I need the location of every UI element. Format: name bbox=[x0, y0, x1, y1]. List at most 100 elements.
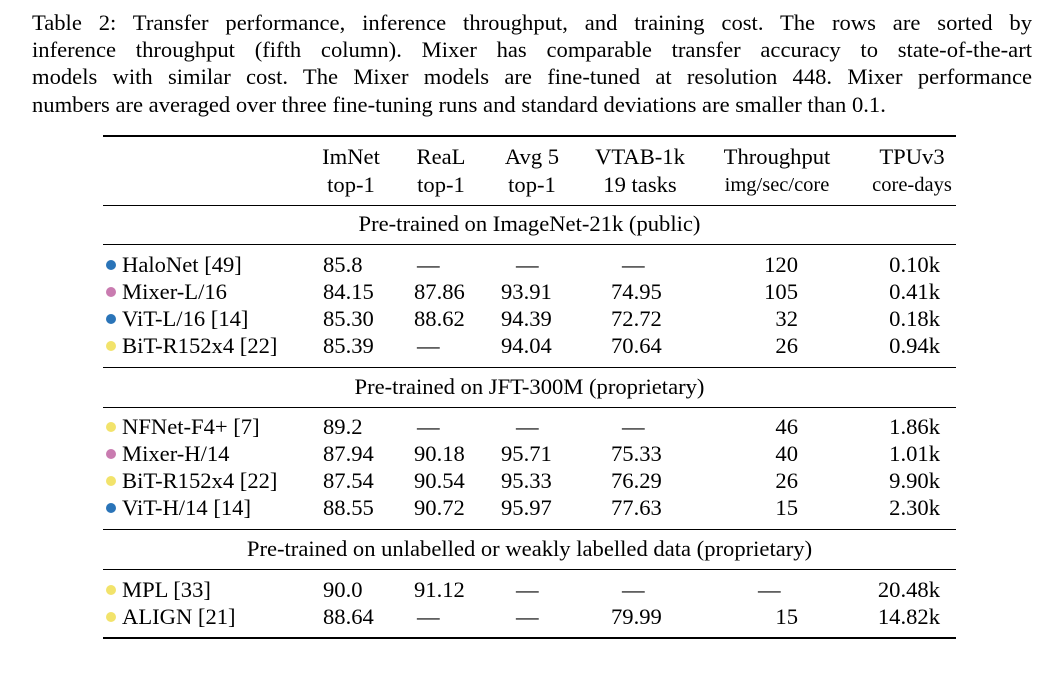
bottom-rule bbox=[103, 637, 956, 639]
caption-line: models with similar cost. The Mixer mode… bbox=[32, 64, 1032, 90]
dot-yellow-icon bbox=[106, 585, 116, 595]
column-header-real: ReaL top-1 bbox=[410, 143, 472, 199]
header-line: Throughput bbox=[723, 144, 831, 169]
model-name: ALIGN [21] bbox=[122, 604, 236, 629]
caption-line: inference throughput (fifth column). Mix… bbox=[32, 37, 1032, 63]
model-name: MPL [33] bbox=[122, 577, 211, 602]
table-cell: 85.8 bbox=[323, 252, 363, 277]
header-line: Avg 5 bbox=[504, 144, 560, 169]
dot-blue-icon bbox=[106, 314, 116, 324]
table-row-model: ViT-L/16 [14] bbox=[106, 306, 248, 332]
table-cell: 85.39 bbox=[323, 333, 374, 358]
table-cell: 46 bbox=[775, 414, 798, 439]
table-cell: 87.54 bbox=[323, 468, 374, 493]
table-cell: 15 bbox=[775, 495, 798, 520]
header-line: VTAB-1k bbox=[595, 144, 685, 169]
table-row-model: Mixer-L/16 bbox=[106, 279, 227, 305]
table-cell: 72.72 bbox=[611, 306, 662, 331]
table-cell: 15 bbox=[775, 604, 798, 629]
table-cell: — bbox=[417, 604, 440, 629]
table-cell: 120 bbox=[764, 252, 798, 277]
table-cell: 1.86k bbox=[889, 414, 940, 439]
model-name: ViT-H/14 [14] bbox=[122, 495, 251, 520]
table-cell: 88.55 bbox=[323, 495, 374, 520]
table-cell: 0.94k bbox=[889, 333, 940, 358]
section-title: Pre-trained on unlabelled or weakly labe… bbox=[246, 536, 813, 561]
table-cell: 40 bbox=[775, 441, 798, 466]
header-line: ImNet bbox=[322, 144, 380, 169]
table-cell: 20.48k bbox=[877, 577, 940, 602]
table-cell: — bbox=[758, 577, 781, 602]
section-title: Pre-trained on JFT-300M (proprietary) bbox=[354, 374, 705, 399]
dot-yellow-icon bbox=[106, 612, 116, 622]
table-cell: 90.54 bbox=[414, 468, 465, 493]
table-cell: 88.64 bbox=[323, 604, 374, 629]
table-cell: 95.97 bbox=[501, 495, 552, 520]
table-cell: 32 bbox=[775, 306, 798, 331]
column-header-throughput: Throughput img/sec/core bbox=[712, 143, 842, 199]
table-cell: 0.41k bbox=[889, 279, 940, 304]
table-cell: 105 bbox=[764, 279, 798, 304]
table-cell: 93.91 bbox=[501, 279, 552, 304]
table-cell: 90.18 bbox=[414, 441, 465, 466]
dot-yellow-icon bbox=[106, 422, 116, 432]
section-rule bbox=[103, 244, 956, 245]
column-header-avg5: Avg 5 top-1 bbox=[497, 143, 567, 199]
table-cell: — bbox=[417, 414, 440, 439]
model-name: HaloNet [49] bbox=[122, 252, 242, 277]
model-name: NFNet-F4+ [7] bbox=[122, 414, 260, 439]
dot-pink-icon bbox=[106, 449, 116, 459]
section-title: Pre-trained on ImageNet-21k (public) bbox=[358, 211, 701, 236]
table-cell: — bbox=[516, 252, 539, 277]
table-cell: 74.95 bbox=[611, 279, 662, 304]
dot-blue-icon bbox=[106, 503, 116, 513]
table-cell: 90.0 bbox=[323, 577, 363, 602]
table-cell: 94.39 bbox=[501, 306, 552, 331]
header-line: img/sec/core bbox=[724, 174, 830, 196]
table-row-model: NFNet-F4+ [7] bbox=[106, 414, 260, 440]
table-cell: 0.18k bbox=[889, 306, 940, 331]
caption-line: numbers are averaged over three fine-tun… bbox=[32, 91, 886, 117]
table-cell: — bbox=[622, 577, 645, 602]
header-line: TPUv3 bbox=[879, 144, 945, 169]
table-cell: 0.10k bbox=[889, 252, 940, 277]
dot-yellow-icon bbox=[106, 476, 116, 486]
header-line: 19 tasks bbox=[603, 172, 677, 197]
table-cell: 89.2 bbox=[323, 414, 363, 439]
table-cell: — bbox=[417, 333, 440, 358]
table-cell: 95.71 bbox=[501, 441, 552, 466]
dot-pink-icon bbox=[106, 287, 116, 297]
header-rule bbox=[103, 205, 956, 206]
section-rule bbox=[103, 569, 956, 570]
section-divider-rule bbox=[103, 367, 956, 368]
table-cell: — bbox=[516, 604, 539, 629]
table-row-model: MPL [33] bbox=[106, 577, 211, 603]
column-header-imnet: ImNet top-1 bbox=[318, 143, 384, 199]
table-cell: 75.33 bbox=[611, 441, 662, 466]
column-header-vtab: VTAB-1k 19 tasks bbox=[588, 143, 692, 199]
section-divider-rule bbox=[103, 529, 956, 530]
model-name: Mixer-H/14 bbox=[122, 441, 230, 466]
header-line: top-1 bbox=[327, 172, 375, 197]
table-cell: 79.99 bbox=[611, 604, 662, 629]
table-cell: 1.01k bbox=[889, 441, 940, 466]
header-line: core-days bbox=[872, 174, 952, 196]
table-row-model: ALIGN [21] bbox=[106, 604, 236, 630]
table-cell: 76.29 bbox=[611, 468, 662, 493]
table-row-model: BiT-R152x4 [22] bbox=[106, 333, 277, 359]
table-cell: 9.90k bbox=[889, 468, 940, 493]
table-row-model: BiT-R152x4 [22] bbox=[106, 468, 277, 494]
table-cell: 90.72 bbox=[414, 495, 465, 520]
table-cell: 84.15 bbox=[323, 279, 374, 304]
table-caption: Table 2: Transfer performance, inference… bbox=[32, 9, 1032, 118]
dot-blue-icon bbox=[106, 260, 116, 270]
table-cell: 91.12 bbox=[414, 577, 465, 602]
model-name: BiT-R152x4 [22] bbox=[122, 468, 278, 493]
table-cell: 70.64 bbox=[611, 333, 662, 358]
table-cell: 88.62 bbox=[414, 306, 465, 331]
table-cell: 95.33 bbox=[501, 468, 552, 493]
table-cell: 77.63 bbox=[611, 495, 662, 520]
table-cell: — bbox=[417, 252, 440, 277]
table-row-model: HaloNet [49] bbox=[106, 252, 242, 278]
table-cell: — bbox=[622, 414, 645, 439]
